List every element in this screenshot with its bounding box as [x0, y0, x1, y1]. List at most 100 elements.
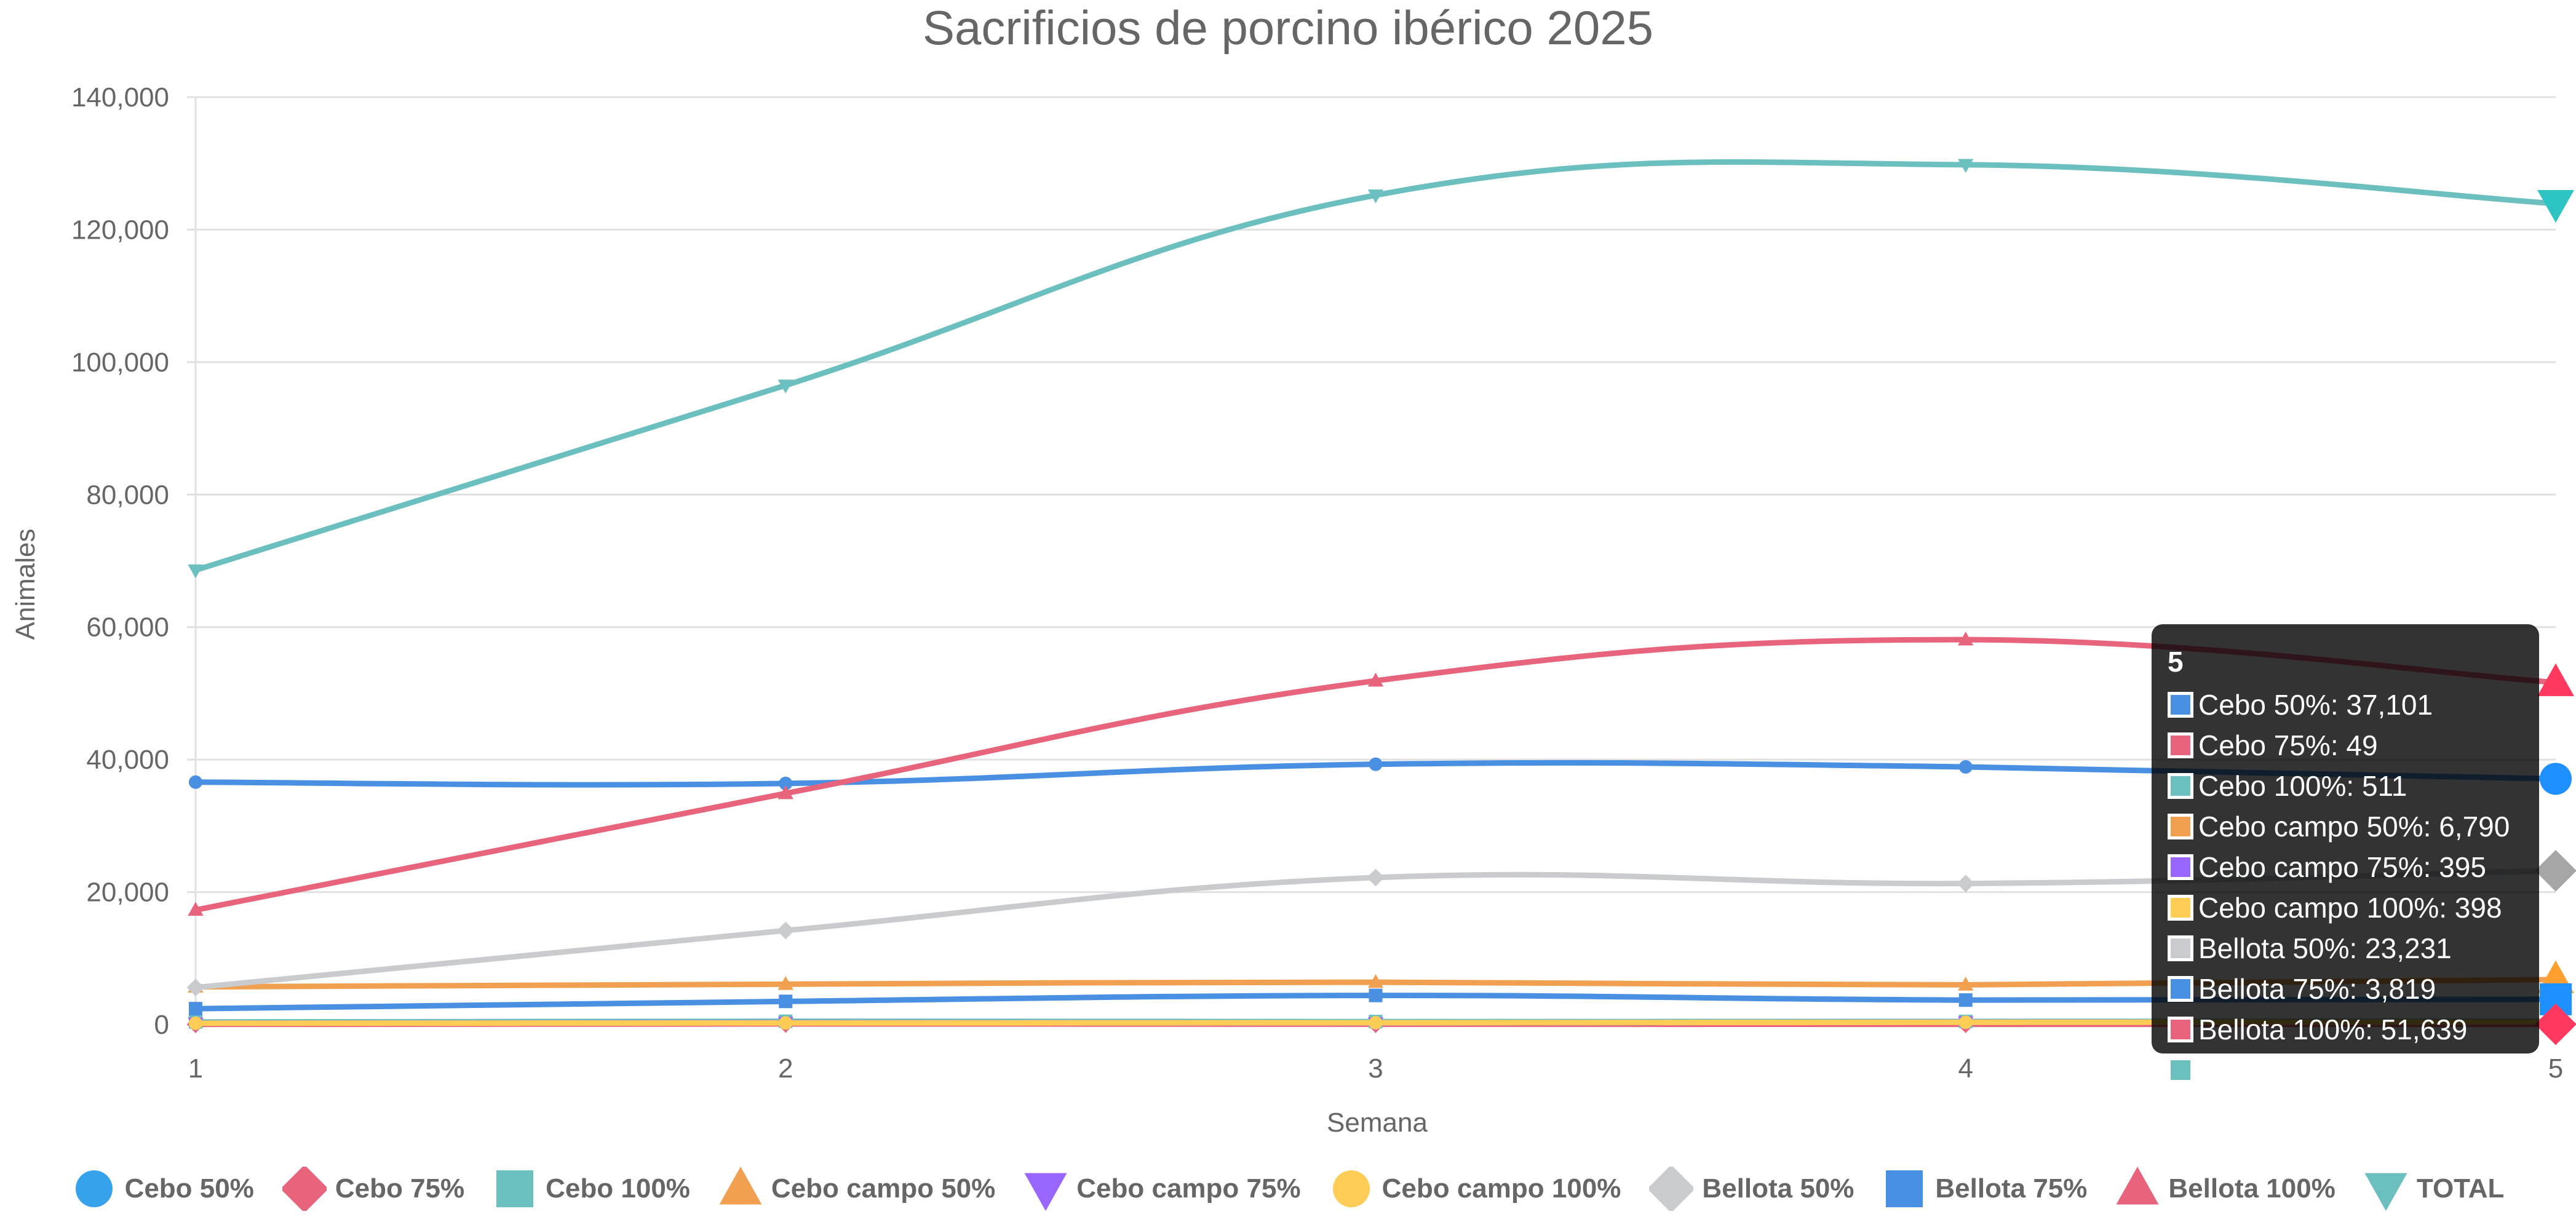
tooltip-swatch — [2168, 814, 2193, 839]
data-point-bellota-100pct — [1958, 631, 1974, 646]
tooltip: 5 Cebo 50%: 37,101 Cebo 75%: 49 Cebo 100%:… — [2152, 624, 2539, 1086]
legend-label: TOTAL — [2416, 1173, 2505, 1204]
rect-marker-icon — [1886, 1170, 1923, 1207]
legend-label: Bellota 100% — [2168, 1173, 2335, 1204]
data-point-bellota-75pct — [1369, 988, 1383, 1002]
tooltip-row: Cebo campo 50%: 6,790 — [2168, 806, 2523, 847]
legend-item-cebo-75pct[interactable]: Cebo 75% — [282, 1167, 464, 1211]
data-point-cebo-50pct — [779, 776, 793, 790]
tooltip-swatch — [2168, 935, 2193, 961]
data-point-cebo-50pct — [189, 775, 202, 789]
tooltip-row-label: Cebo campo 50%: 6,790 — [2198, 811, 2510, 843]
legend-item-bellota-50pct[interactable]: Bellota 50% — [1649, 1167, 1854, 1211]
rect-marker-icon — [496, 1170, 534, 1207]
y-axis-label: Animales — [10, 529, 41, 640]
legend-label: Cebo campo 100% — [1381, 1173, 1621, 1204]
series-line-total — [193, 159, 2559, 573]
data-point-bellota-50pct — [186, 978, 205, 996]
tooltip-row: Bellota 50%: 23,231 — [2168, 928, 2523, 969]
legend-item-cebo-100pct[interactable]: Cebo 100% — [493, 1167, 690, 1211]
legend-label: Bellota 50% — [1702, 1173, 1854, 1204]
data-point-bellota-50pct — [776, 921, 795, 940]
legend-marker-shape — [1649, 1167, 1694, 1211]
legend-marker-shape — [282, 1167, 327, 1211]
legend-marker-shape — [75, 1170, 113, 1207]
hover-marker — [2540, 763, 2572, 795]
legend-marker-shape — [2116, 1167, 2159, 1205]
tooltip-row: Bellota 75%: 3,819 — [2168, 969, 2523, 1009]
legend-item-bellota-100pct[interactable]: Bellota 100% — [2115, 1167, 2335, 1211]
rect-rot-marker-icon — [282, 1167, 327, 1211]
y-tick-label: 0 — [154, 1010, 169, 1040]
legend-item-cebo-campo-100pct[interactable]: Cebo campo 100% — [1329, 1167, 1621, 1211]
triangle-marker-icon — [719, 1167, 762, 1205]
x-tick-label: 2 — [778, 1053, 793, 1084]
tooltip-swatch — [2168, 976, 2193, 1002]
legend-label: Cebo 50% — [124, 1173, 254, 1204]
tooltip-swatch — [2168, 773, 2193, 799]
tooltip-row: Cebo campo 100%: 398 — [2168, 887, 2523, 928]
tooltip-rows: Cebo 50%: 37,101 Cebo 75%: 49 Cebo 100%: 5… — [2168, 684, 2523, 1090]
tooltip-title: 5 — [2168, 646, 2184, 678]
x-tick-label: 4 — [1958, 1053, 1973, 1084]
legend-marker-shape — [719, 1167, 762, 1205]
x-tick-label: 5 — [2548, 1053, 2563, 1084]
y-tick-label: 20,000 — [86, 878, 169, 908]
rect-rot-marker-icon — [1649, 1167, 1694, 1211]
tooltip-row-label: TOTAL: 123,933 — [2198, 1054, 2405, 1086]
legend-label: Cebo campo 50% — [771, 1173, 996, 1204]
tooltip-swatch — [2168, 732, 2193, 758]
data-point-total — [1367, 189, 1384, 204]
chart-title: Sacrificios de porcino ibérico 2025 — [923, 1, 1653, 55]
tooltip-swatch — [2168, 692, 2193, 718]
series-total — [188, 159, 2559, 579]
data-point-cebo-campo-100pct — [1958, 1015, 1973, 1030]
triangle-down-marker-icon — [2364, 1173, 2407, 1211]
hover-marker — [2540, 983, 2572, 1015]
tooltip-row: Cebo campo 75%: 395 — [2168, 847, 2523, 887]
tooltip-row-label: Cebo campo 75%: 395 — [2198, 851, 2486, 883]
data-point-bellota-50pct — [1367, 868, 1385, 887]
triangle-marker-icon — [2116, 1167, 2159, 1205]
legend: Cebo 50% Cebo 75% Cebo 100% Cebo campo 50% C… — [0, 1161, 2576, 1216]
data-point-total — [188, 564, 204, 579]
data-point-bellota-75pct — [779, 994, 793, 1009]
y-tick-label: 120,000 — [71, 215, 169, 245]
y-tick-label: 100,000 — [71, 347, 169, 378]
data-point-bellota-100pct — [188, 902, 204, 916]
data-point-cebo-campo-50pct — [1958, 977, 1974, 991]
series-layer — [186, 159, 2559, 1033]
tooltip-swatch — [2168, 1057, 2193, 1083]
data-point-cebo-50pct — [1958, 760, 1973, 774]
legend-item-cebo-campo-50pct[interactable]: Cebo campo 50% — [718, 1167, 995, 1211]
legend-item-bellota-75pct[interactable]: Bellota 75% — [1882, 1167, 2087, 1211]
data-point-cebo-50pct — [1369, 757, 1383, 771]
y-tick-label: 80,000 — [86, 480, 169, 510]
tooltip-swatch — [2168, 854, 2193, 880]
legend-item-cebo-50pct[interactable]: Cebo 50% — [72, 1167, 254, 1211]
x-tick-label: 3 — [1368, 1053, 1383, 1084]
tooltip-row: TOTAL: 123,933 — [2168, 1050, 2523, 1090]
data-point-bellota-50pct — [1957, 875, 1975, 892]
triangle-down-marker-icon — [1024, 1173, 1067, 1211]
tooltip-row: Cebo 100%: 511 — [2168, 766, 2523, 806]
legend-item-cebo-campo-75pct[interactable]: Cebo campo 75% — [1024, 1167, 1301, 1211]
data-point-bellota-75pct — [189, 1002, 202, 1016]
legend-marker-shape — [1332, 1170, 1370, 1207]
hover-marker — [2535, 849, 2576, 892]
legend-marker-shape — [496, 1170, 534, 1207]
tooltip-row: Cebo 75%: 49 — [2168, 725, 2523, 766]
y-axis-ticks: 0 20,000 40,000 60,000 80,000 100,000 120,000 1… — [71, 82, 169, 1040]
tooltip-row-label: Cebo 50%: 37,101 — [2198, 689, 2433, 721]
data-point-total — [1958, 159, 1974, 173]
x-axis-label: Semana — [1327, 1108, 1428, 1138]
data-point-cebo-campo-100pct — [189, 1016, 202, 1030]
tooltip-row-label: Bellota 50%: 23,231 — [2198, 932, 2452, 964]
circle-marker-icon — [1332, 1170, 1370, 1207]
legend-item-total[interactable]: TOTAL — [2364, 1167, 2505, 1211]
legend-label: Cebo campo 75% — [1076, 1173, 1301, 1204]
hover-highlight-markers — [2535, 189, 2576, 1046]
data-point-bellota-100pct — [777, 785, 793, 800]
tooltip-row-label: Cebo campo 100%: 398 — [2198, 892, 2502, 924]
